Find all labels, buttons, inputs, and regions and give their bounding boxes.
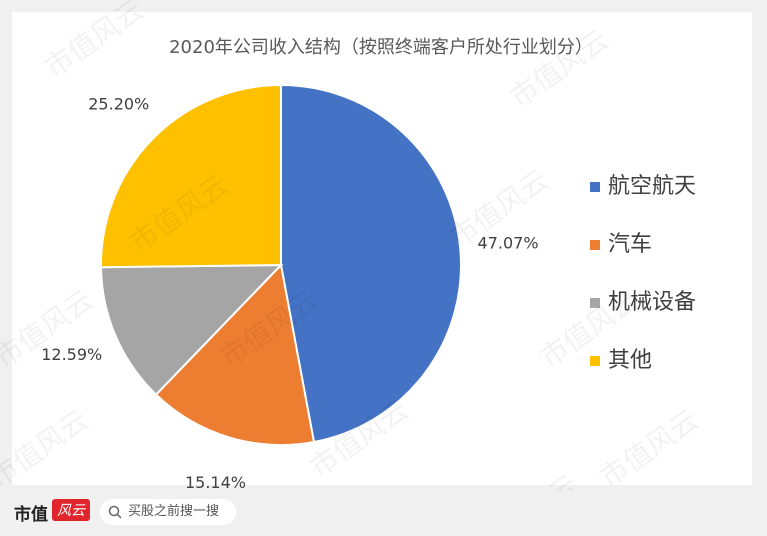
legend-swatch (590, 298, 600, 308)
data-label: 12.59% (41, 345, 102, 364)
search-box[interactable]: 买股之前搜一搜 (100, 499, 236, 525)
pie-slice (100, 263, 284, 396)
brand-badge: 风云 (52, 499, 90, 521)
legend-label: 机械设备 (608, 290, 696, 315)
search-text: 买股之前搜一搜 (128, 504, 220, 519)
legend-label: 航空航天 (608, 174, 696, 199)
legend-label: 其他 (608, 348, 652, 373)
data-label: 15.14% (185, 473, 246, 490)
brand: 市值 (14, 505, 48, 525)
legend-swatch (590, 182, 600, 192)
search-icon (108, 505, 122, 519)
footer: 市值 风云 买股之前搜一搜 (0, 490, 767, 536)
chart: 2020年公司收入结构（按照终端客户所处行业划分） 47.07% 15.14% 12… (0, 0, 752, 490)
data-label: 25.20% (88, 94, 149, 113)
pie-slice (280, 83, 462, 444)
chart-title: 2020年公司收入结构（按照终端客户所处行业划分） (169, 37, 593, 58)
data-label: 47.07% (478, 234, 539, 253)
pie-slice (100, 83, 282, 269)
legend-swatch (590, 240, 600, 250)
legend-label: 汽车 (608, 232, 652, 257)
legend-swatch (590, 356, 600, 366)
pie-slice (154, 262, 316, 446)
